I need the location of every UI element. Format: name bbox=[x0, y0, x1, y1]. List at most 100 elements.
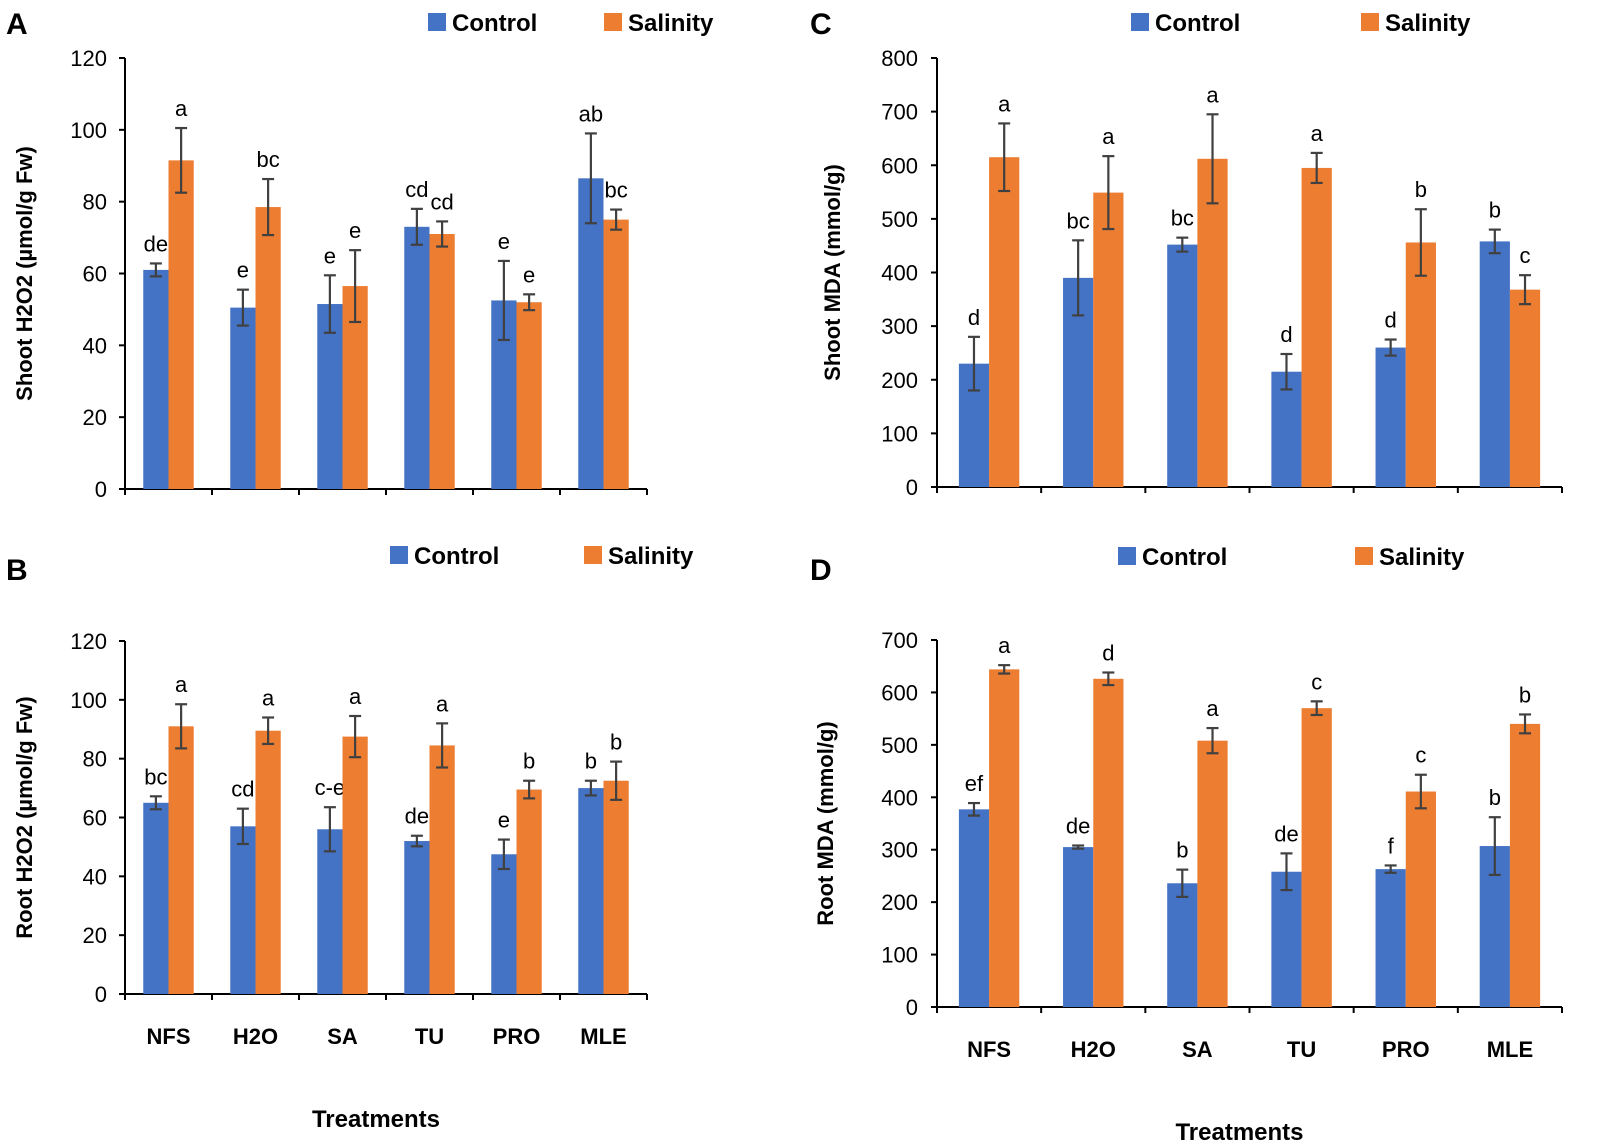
x-tick-label: TU bbox=[415, 1024, 444, 1049]
legend-label-salinity: Salinity bbox=[1385, 10, 1471, 37]
significance-letter: b bbox=[1489, 198, 1501, 223]
y-tick-label: 60 bbox=[83, 262, 107, 287]
bar-salinity-sa bbox=[1197, 740, 1228, 1007]
x-tick-label: NFS bbox=[147, 1024, 191, 1049]
significance-letter: c bbox=[1415, 743, 1426, 768]
y-tick-label: 100 bbox=[881, 943, 918, 968]
legend: Control Salinity bbox=[390, 543, 694, 570]
significance-letter: f bbox=[1388, 833, 1395, 858]
significance-letter: bc bbox=[256, 147, 279, 172]
significance-letter: a bbox=[998, 91, 1011, 116]
legend: Control Salinity bbox=[1131, 10, 1471, 37]
x-tick-label: SA bbox=[1182, 1037, 1213, 1062]
bar-control-sa bbox=[1167, 883, 1198, 1007]
y-tick-label: 300 bbox=[881, 838, 918, 863]
legend-label-control: Control bbox=[452, 10, 537, 37]
bar-salinity-tu bbox=[1301, 708, 1332, 1007]
legend-swatch-control bbox=[1118, 547, 1136, 565]
bar-control-h2o bbox=[1063, 847, 1094, 1007]
legend-swatch-salinity bbox=[1361, 13, 1379, 31]
bar-control-sa bbox=[317, 829, 343, 994]
bar-control-nfs bbox=[143, 269, 169, 489]
y-tick-label: 100 bbox=[70, 688, 107, 713]
legend-swatch-control bbox=[1131, 13, 1149, 31]
significance-letter: e bbox=[498, 229, 510, 254]
bar-salinity-mle bbox=[1509, 289, 1541, 487]
significance-letter: b bbox=[610, 730, 622, 755]
y-tick-label: 60 bbox=[83, 806, 107, 831]
y-tick-label: 300 bbox=[881, 314, 918, 339]
bar-salinity-pro bbox=[516, 789, 542, 994]
legend-label-salinity: Salinity bbox=[1379, 544, 1465, 571]
y-tick-label: 0 bbox=[95, 477, 107, 502]
bar-control-mle bbox=[1479, 241, 1510, 487]
y-tick-label: 600 bbox=[881, 680, 918, 705]
y-axis-label: Shoot H2O2 (µmol/g Fw) bbox=[12, 146, 37, 401]
bar-control-tu bbox=[404, 841, 430, 994]
y-tick-label: 700 bbox=[881, 628, 918, 653]
bar-salinity-pro bbox=[1405, 242, 1436, 487]
significance-letter: cd bbox=[405, 177, 428, 202]
bar-control-sa bbox=[317, 304, 343, 489]
bar-control-nfs bbox=[958, 809, 990, 1007]
y-tick-label: 80 bbox=[83, 747, 107, 772]
y-tick-label: 20 bbox=[83, 405, 107, 430]
significance-letter: cd bbox=[231, 777, 254, 802]
significance-letter: a bbox=[998, 633, 1011, 658]
chart-panel-a: A Control Salinity Shoot H2O2 (µmol/g Fw) 0 2… bbox=[6, 8, 714, 502]
bar-control-tu bbox=[1271, 371, 1302, 487]
significance-letter: e bbox=[523, 262, 535, 287]
significance-letter: d bbox=[968, 305, 980, 330]
bar-salinity-nfs bbox=[989, 157, 1020, 488]
significance-letter: a bbox=[262, 685, 275, 710]
y-tick-label: 40 bbox=[83, 333, 107, 358]
significance-letter: c bbox=[1311, 669, 1322, 694]
x-axis-label: Treatments bbox=[1175, 1119, 1303, 1142]
chart-panel-d: D Control Salinity Root MDA (mmol/g) 0 100 200… bbox=[810, 544, 1563, 1142]
bar-control-mle bbox=[578, 788, 604, 994]
x-tick-label: SA bbox=[327, 1024, 358, 1049]
significance-letter: a bbox=[175, 672, 188, 697]
bar-control-pro bbox=[1375, 869, 1406, 1007]
legend: Control Salinity bbox=[1118, 544, 1465, 571]
panel-letter: A bbox=[6, 8, 28, 41]
y-tick-label: 400 bbox=[881, 261, 918, 286]
bar-control-tu bbox=[404, 226, 430, 489]
x-tick-label: PRO bbox=[1382, 1037, 1430, 1062]
y-tick-label: 0 bbox=[95, 982, 107, 1007]
bar-control-pro bbox=[491, 854, 517, 994]
bar-control-h2o bbox=[230, 826, 256, 994]
significance-letter: e bbox=[498, 808, 510, 833]
significance-letter: c-e bbox=[315, 775, 346, 800]
panel-letter: B bbox=[6, 554, 28, 587]
bar-salinity-nfs bbox=[989, 669, 1020, 1007]
legend-swatch-control bbox=[390, 546, 408, 564]
bar-salinity-mle bbox=[1509, 723, 1541, 1007]
significance-letter: a bbox=[1311, 121, 1324, 146]
bar-salinity-h2o bbox=[1093, 192, 1124, 487]
bar-salinity-tu bbox=[1301, 167, 1332, 487]
significance-letter: bc bbox=[604, 178, 627, 203]
significance-letter: de bbox=[1274, 821, 1298, 846]
significance-letter: ef bbox=[965, 771, 984, 796]
y-tick-label: 500 bbox=[881, 733, 918, 758]
y-tick-label: 0 bbox=[906, 475, 918, 500]
bar-salinity-nfs bbox=[168, 160, 194, 490]
significance-letter: a bbox=[1102, 124, 1115, 149]
bar-salinity-tu bbox=[429, 745, 455, 994]
y-axis-label: Root H2O2 (µmol/g Fw) bbox=[12, 696, 37, 938]
significance-letter: bc bbox=[144, 764, 167, 789]
legend-swatch-salinity bbox=[604, 13, 622, 31]
y-tick-label: 120 bbox=[70, 46, 107, 71]
legend: Control Salinity bbox=[428, 10, 714, 37]
significance-letter: d bbox=[1280, 322, 1292, 347]
significance-letter: b bbox=[1415, 177, 1427, 202]
significance-letter: d bbox=[1102, 641, 1114, 666]
bar-salinity-pro bbox=[1405, 791, 1436, 1007]
y-tick-label: 80 bbox=[83, 190, 107, 215]
x-tick-label: H2O bbox=[233, 1024, 278, 1049]
bar-salinity-pro bbox=[516, 302, 542, 489]
bar-control-sa bbox=[1167, 244, 1198, 487]
significance-letter: de bbox=[144, 231, 168, 256]
y-tick-label: 100 bbox=[881, 421, 918, 446]
